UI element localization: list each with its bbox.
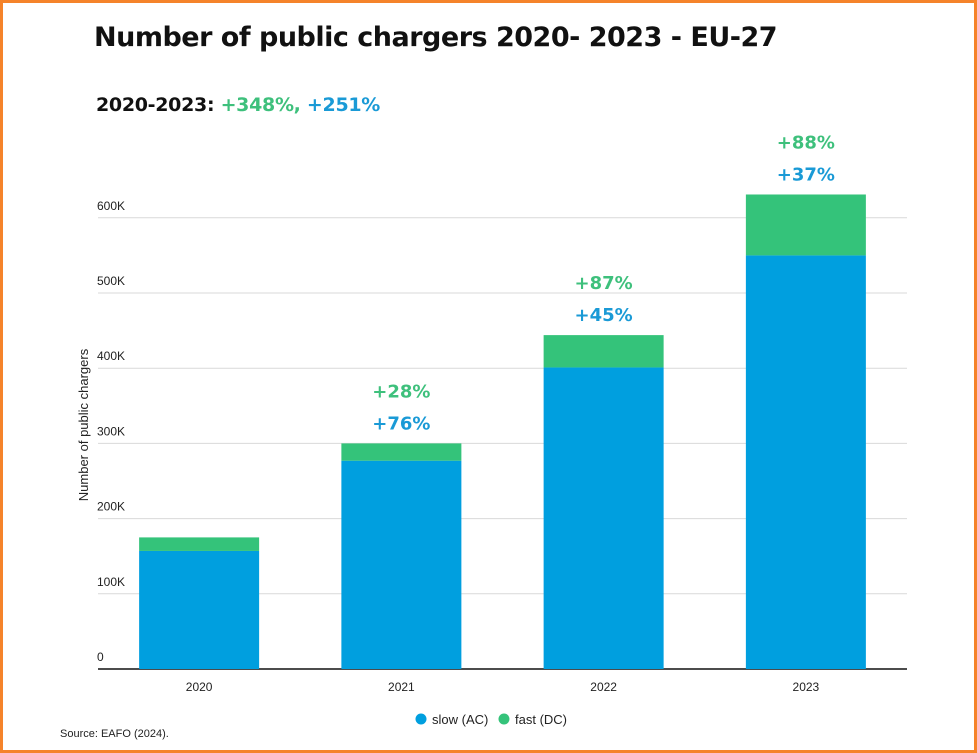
y-tick-label: 600K <box>97 199 125 213</box>
x-tick-label: 2021 <box>388 680 415 694</box>
chart-title: Number of public chargers 2020- 2023 - E… <box>94 22 778 53</box>
slow-growth-label: +45% <box>575 305 633 326</box>
slow-growth-label: +37% <box>777 164 835 185</box>
y-axis-label: Number of public chargers <box>76 348 91 501</box>
x-tick-label: 2023 <box>793 680 820 694</box>
y-tick-label: 500K <box>97 274 125 288</box>
slow-growth-label: +76% <box>372 413 430 434</box>
source-note: Source: EAFO (2024). <box>60 728 169 740</box>
legend-slow-marker <box>415 713 427 725</box>
legend-fast-marker <box>498 713 510 725</box>
y-tick-label: 400K <box>97 349 125 363</box>
subtitle-fast-growth: +348%, <box>220 94 301 116</box>
legend-slow-label: slow (AC) <box>432 712 488 727</box>
bar-fast-2023 <box>745 194 866 256</box>
subtitle-prefix: 2020-2023: <box>96 94 221 116</box>
fast-growth-label: +28% <box>372 381 430 402</box>
x-tick-label: 2022 <box>590 680 617 694</box>
y-tick-label: 100K <box>97 575 125 589</box>
legend-fast-label: fast (DC) <box>515 712 567 727</box>
x-tick-label: 2020 <box>186 680 213 694</box>
bar-slow-2023 <box>745 255 866 669</box>
bar-slow-2022 <box>543 367 664 669</box>
y-tick-label: 200K <box>97 500 125 514</box>
bar-slow-2021 <box>341 460 462 669</box>
y-tick-label: 300K <box>97 424 125 438</box>
y-tick-label: 0 <box>97 650 104 664</box>
bar-fast-2022 <box>543 335 664 368</box>
subtitle-slow-growth: +251% <box>300 94 381 116</box>
bar-fast-2021 <box>341 443 462 461</box>
bar-fast-2020 <box>139 537 260 551</box>
bar-slow-2020 <box>139 550 260 669</box>
chart-subtitle: 2020-2023: +348%, +251% <box>96 94 380 116</box>
fast-growth-label: +88% <box>777 132 835 153</box>
fast-growth-label: +87% <box>575 273 633 294</box>
